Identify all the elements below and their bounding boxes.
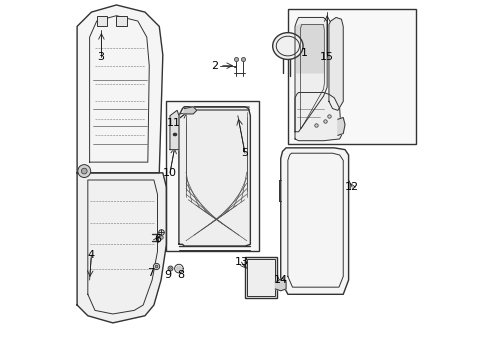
Text: 7: 7 <box>147 268 154 278</box>
Text: 12: 12 <box>345 182 359 192</box>
Polygon shape <box>338 117 345 135</box>
Text: 11: 11 <box>167 118 180 128</box>
FancyBboxPatch shape <box>167 102 259 251</box>
Polygon shape <box>117 16 127 26</box>
Polygon shape <box>176 266 181 271</box>
Bar <box>247 258 275 296</box>
Text: 1: 1 <box>300 48 307 58</box>
Polygon shape <box>179 107 250 246</box>
Text: 5: 5 <box>242 148 248 158</box>
Polygon shape <box>295 93 342 141</box>
Text: 13: 13 <box>234 257 248 267</box>
Ellipse shape <box>272 33 303 59</box>
Text: 8: 8 <box>177 270 184 280</box>
Polygon shape <box>170 111 179 150</box>
Text: 14: 14 <box>273 275 288 285</box>
Text: 2: 2 <box>211 61 218 71</box>
Text: 10: 10 <box>163 168 177 178</box>
Text: 15: 15 <box>320 52 334 62</box>
Text: 4: 4 <box>88 250 95 260</box>
Polygon shape <box>295 18 327 132</box>
Polygon shape <box>77 173 167 323</box>
Bar <box>288 9 416 144</box>
Polygon shape <box>97 16 107 26</box>
Polygon shape <box>77 5 163 173</box>
Text: 6: 6 <box>154 234 161 244</box>
Text: 9: 9 <box>165 270 172 280</box>
Circle shape <box>81 168 87 174</box>
Polygon shape <box>281 148 348 294</box>
Polygon shape <box>329 18 343 111</box>
Bar <box>245 257 277 298</box>
Polygon shape <box>297 24 323 73</box>
Circle shape <box>78 165 91 177</box>
Text: 3: 3 <box>97 52 104 62</box>
Polygon shape <box>184 107 197 114</box>
Polygon shape <box>275 278 286 291</box>
